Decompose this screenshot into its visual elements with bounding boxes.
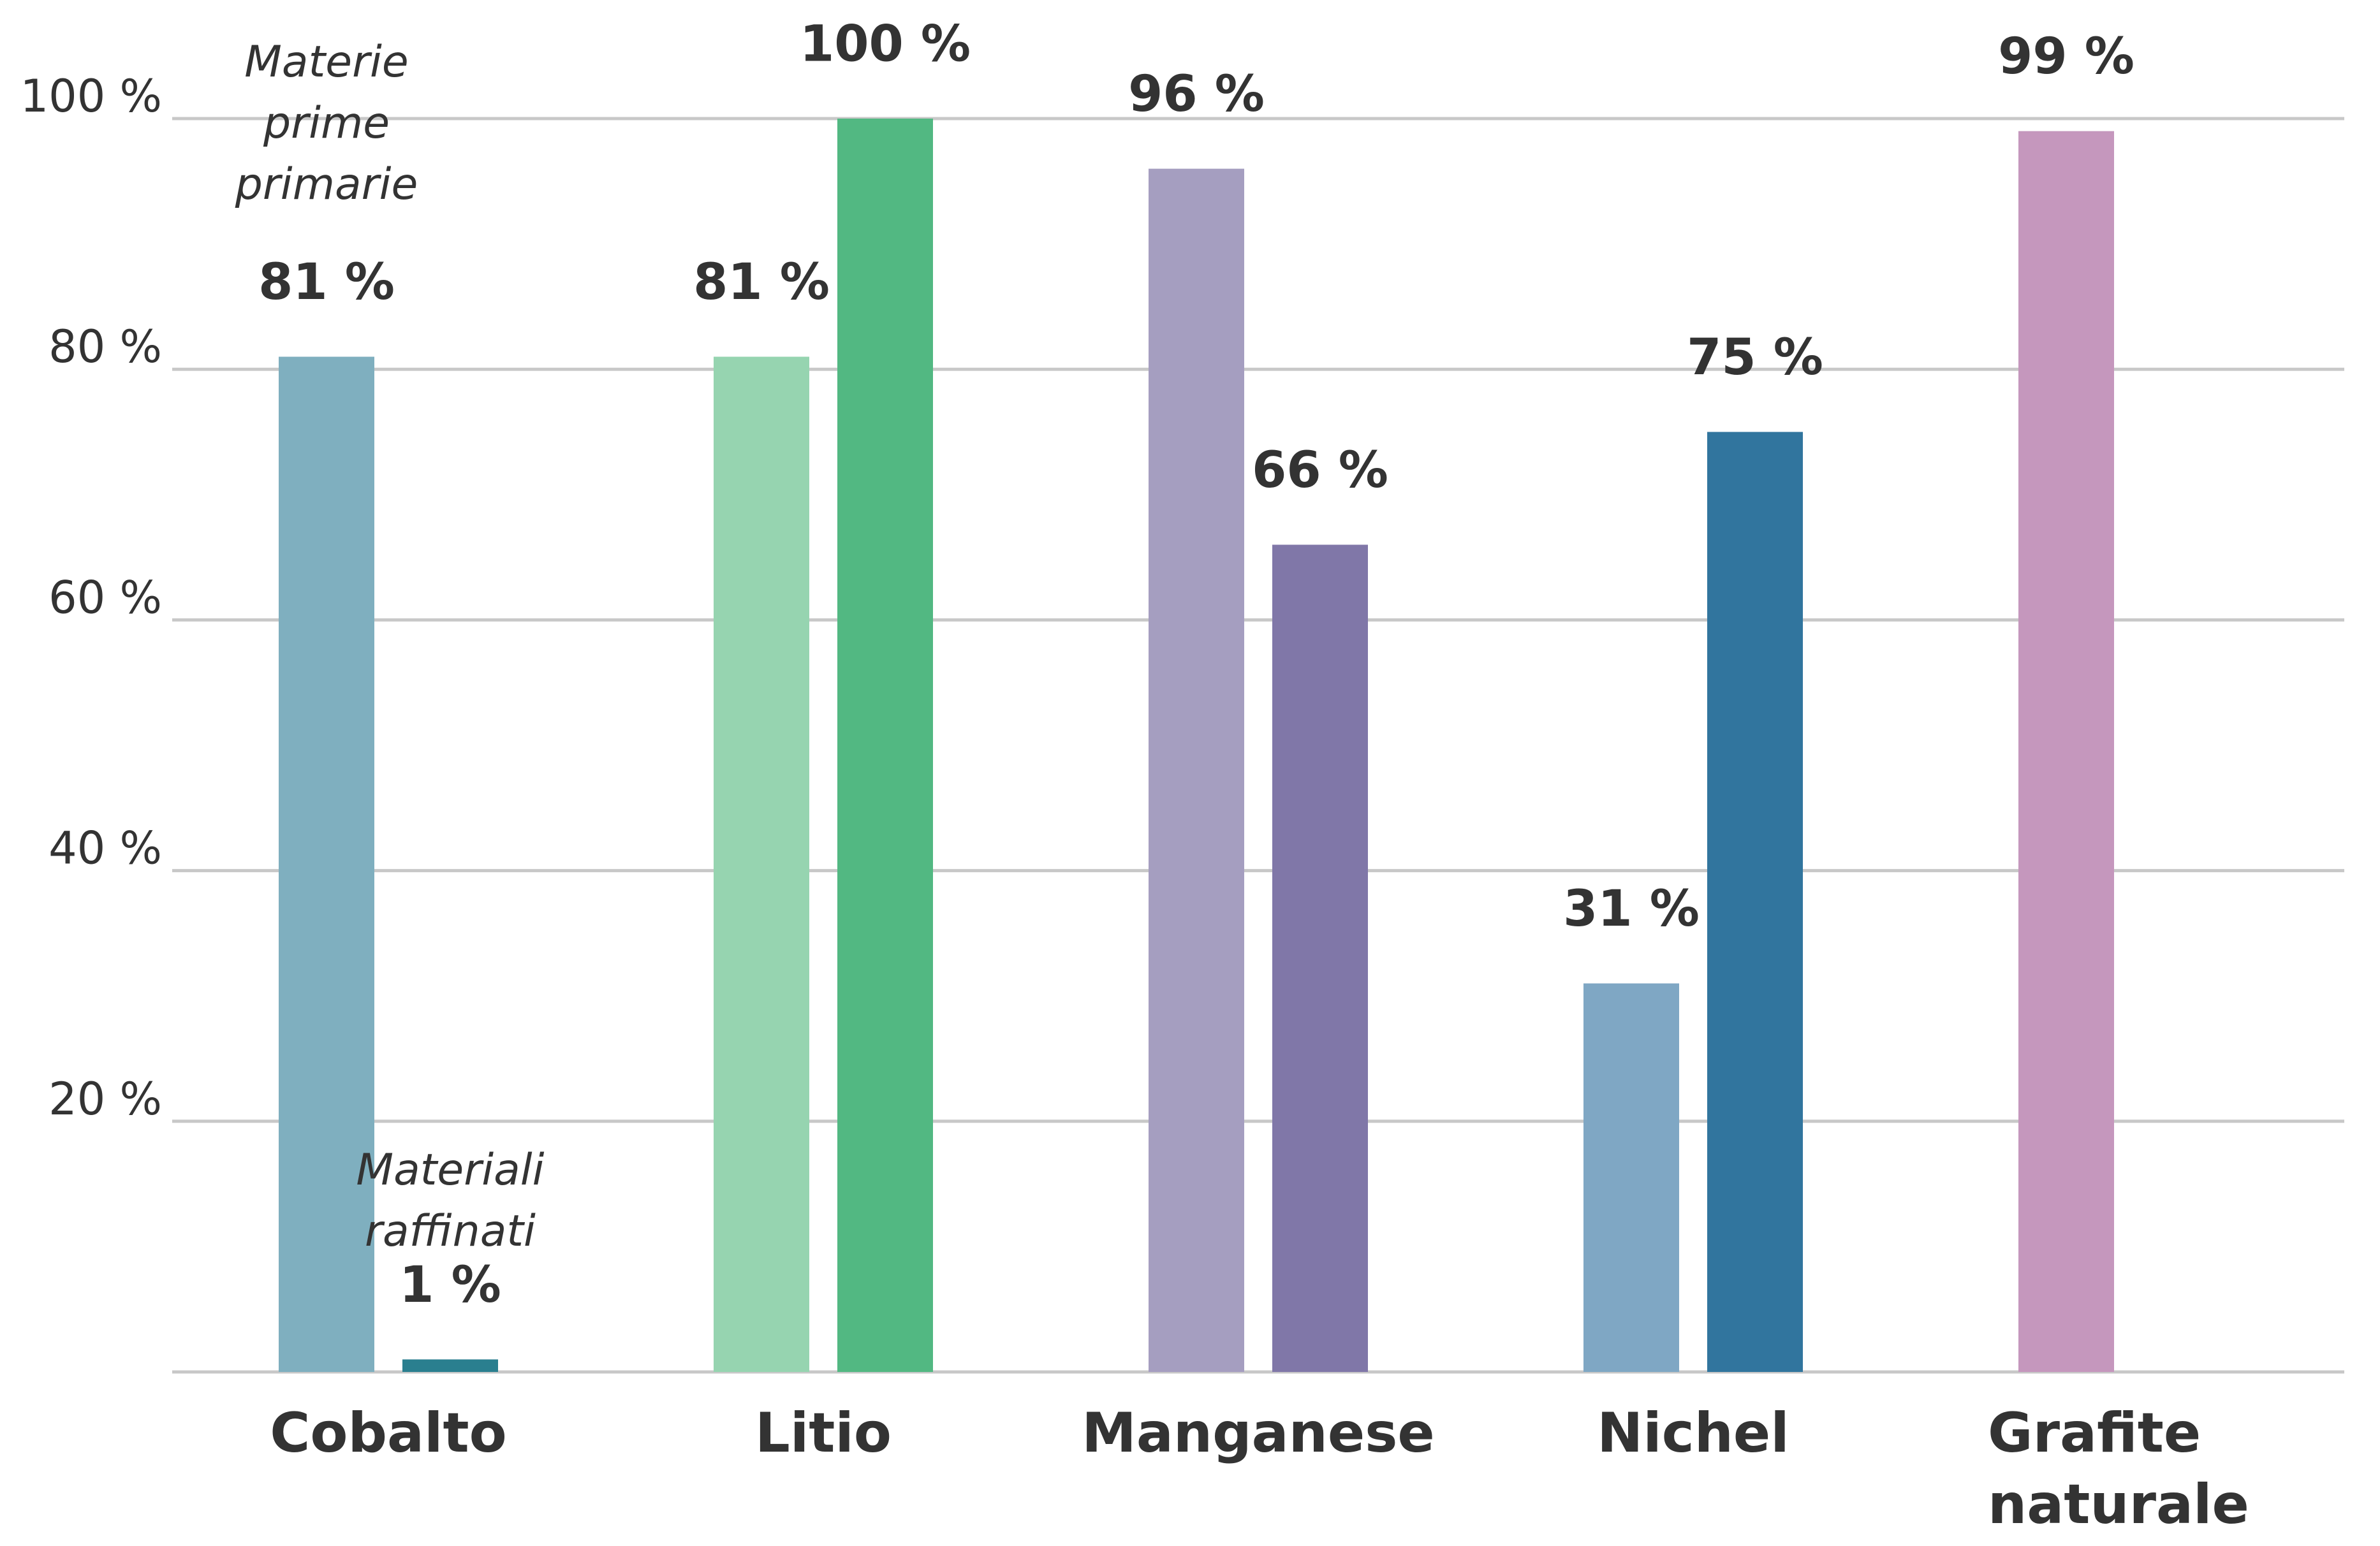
series-name: Materie prime primarie — [235, 36, 418, 210]
bar — [1149, 168, 1244, 1372]
bar — [1272, 544, 1368, 1373]
value-label: 100 % — [800, 15, 971, 73]
y-tick-label: 60 % — [48, 571, 162, 624]
bar — [279, 356, 374, 1372]
bar — [1583, 983, 1679, 1372]
y-tick-label: 40 % — [48, 822, 162, 875]
x-tick-label-box: Cobalto — [248, 1397, 529, 1469]
value-label: 99 % — [1998, 28, 2134, 85]
series-name: Materiali raffinati — [356, 1145, 545, 1257]
x-tick-label-box: Manganese — [1082, 1397, 1435, 1469]
series-name-box: Materie prime primarie — [224, 32, 429, 215]
x-tick-label: Litio — [755, 1401, 892, 1465]
bar — [402, 1359, 498, 1372]
bar — [837, 119, 933, 1372]
x-tick-label: Nichel — [1597, 1401, 1789, 1465]
bar — [2018, 131, 2114, 1372]
y-tick-label: 100 % — [20, 70, 162, 122]
x-tick-label: Cobalto — [270, 1401, 507, 1465]
x-tick-label: Manganese — [1082, 1401, 1435, 1465]
bar — [1707, 432, 1803, 1372]
x-tick-label-box: Litio — [683, 1397, 964, 1469]
value-label: 31 % — [1563, 880, 1700, 938]
value-label: 96 % — [1128, 66, 1265, 123]
x-tick-label-box: Grafite naturale — [1988, 1397, 2268, 1540]
value-label: 81 % — [258, 254, 395, 311]
value-label: 66 % — [1252, 442, 1388, 499]
bar — [714, 356, 809, 1372]
x-tick-label-box: Nichel — [1553, 1397, 1833, 1469]
y-tick-label: 20 % — [48, 1073, 162, 1125]
value-label: 1 % — [399, 1257, 501, 1314]
series-name-box: Materiali raffinati — [348, 1140, 552, 1262]
x-tick-label: Grafite naturale — [1988, 1401, 2249, 1536]
value-label: 75 % — [1687, 329, 1823, 386]
y-tick-label: 80 % — [48, 321, 162, 373]
value-label: 81 % — [693, 254, 830, 311]
